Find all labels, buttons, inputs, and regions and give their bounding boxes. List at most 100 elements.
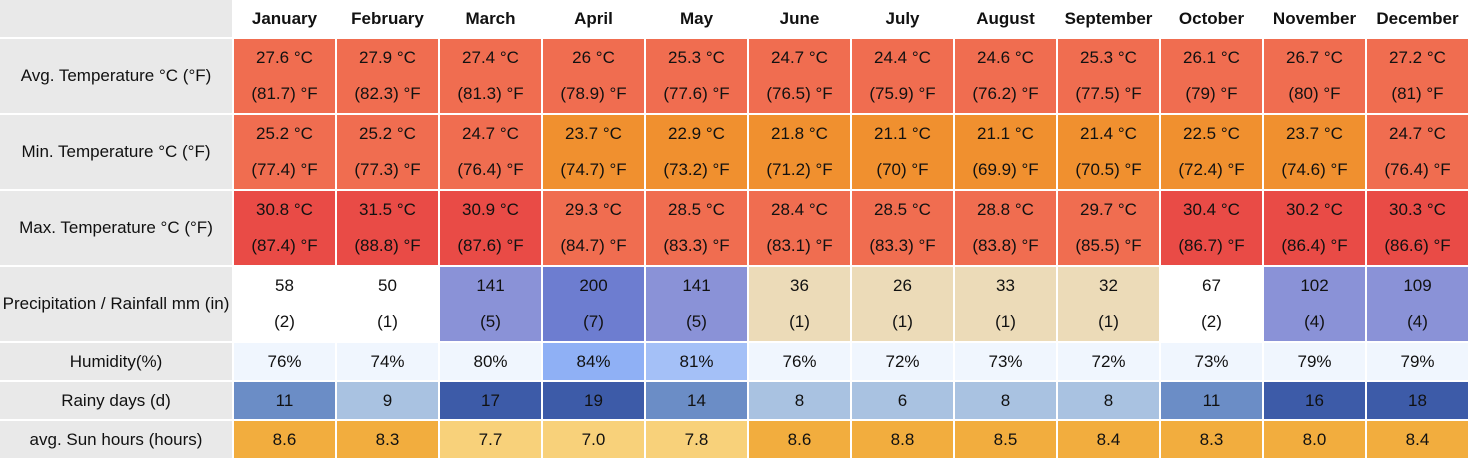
- sun-hours-cell: 8.3: [1161, 421, 1262, 458]
- rainy-days-row: Rainy days (d) 11 9 17 19 14 8 6 8 8 11 16 18: [0, 382, 1468, 419]
- primary-value: 30.9 °C: [462, 200, 519, 219]
- precip-cell: 33 (1): [955, 267, 1056, 341]
- month-header: June: [749, 0, 850, 37]
- max-temp-cell: 28.5 °C (83.3) °F: [852, 191, 953, 265]
- primary-value: 23.7 °C: [1286, 124, 1343, 143]
- primary-value: 21.1 °C: [977, 124, 1034, 143]
- sun-hours-cell: 8.5: [955, 421, 1056, 458]
- month-header: April: [543, 0, 644, 37]
- rainy-days-cell: 18: [1367, 382, 1468, 419]
- primary-value: 30.2 °C: [1286, 200, 1343, 219]
- min-temp-cell: 21.1 °C (70) °F: [852, 115, 953, 189]
- primary-value: 25.3 °C: [1080, 48, 1137, 67]
- secondary-value: (1): [995, 312, 1016, 331]
- primary-value: 50: [378, 276, 397, 295]
- rainy-days-cell: 6: [852, 382, 953, 419]
- month-header: October: [1161, 0, 1262, 37]
- secondary-value: (74.7) °F: [560, 160, 627, 179]
- sun-hours-cell: 8.0: [1264, 421, 1365, 458]
- secondary-value: (1): [1098, 312, 1119, 331]
- secondary-value: (76.4) °F: [457, 160, 524, 179]
- avg-temp-cell: 25.3 °C (77.5) °F: [1058, 39, 1159, 113]
- secondary-value: (70.5) °F: [1075, 160, 1142, 179]
- humidity-cell: 80%: [440, 343, 541, 380]
- primary-value: 29.7 °C: [1080, 200, 1137, 219]
- avg-temp-cell: 27.9 °C (82.3) °F: [337, 39, 438, 113]
- primary-value: 33: [996, 276, 1015, 295]
- secondary-value: (4): [1304, 312, 1325, 331]
- max-temp-cell: 29.7 °C (85.5) °F: [1058, 191, 1159, 265]
- primary-value: 25.2 °C: [359, 124, 416, 143]
- avg-temp-cell: 24.6 °C (76.2) °F: [955, 39, 1056, 113]
- primary-value: 141: [476, 276, 505, 295]
- secondary-value: (69.9) °F: [972, 160, 1039, 179]
- max-temp-cell: 30.9 °C (87.6) °F: [440, 191, 541, 265]
- secondary-value: (7): [583, 312, 604, 331]
- secondary-value: (74.6) °F: [1281, 160, 1348, 179]
- rainy-days-cell: 8: [955, 382, 1056, 419]
- max-temp-cell: 30.3 °C (86.6) °F: [1367, 191, 1468, 265]
- secondary-value: (77.6) °F: [663, 84, 730, 103]
- primary-value: 28.8 °C: [977, 200, 1034, 219]
- primary-value: 109: [1403, 276, 1432, 295]
- primary-value: 21.1 °C: [874, 124, 931, 143]
- primary-value: 22.9 °C: [668, 124, 725, 143]
- secondary-value: (71.2) °F: [766, 160, 833, 179]
- primary-value: 102: [1300, 276, 1329, 295]
- secondary-value: (84.7) °F: [560, 236, 627, 255]
- precip-row: Precipitation / Rainfall mm (in) 58 (2) 50 (…: [0, 267, 1468, 341]
- secondary-value: (87.6) °F: [457, 236, 524, 255]
- month-header: May: [646, 0, 747, 37]
- humidity-label: Humidity(%): [0, 343, 232, 380]
- secondary-value: (76.5) °F: [766, 84, 833, 103]
- precip-cell: 32 (1): [1058, 267, 1159, 341]
- secondary-value: (77.4) °F: [251, 160, 318, 179]
- month-header: February: [337, 0, 438, 37]
- primary-value: 24.6 °C: [977, 48, 1034, 67]
- secondary-value: (82.3) °F: [354, 84, 421, 103]
- secondary-value: (86.6) °F: [1384, 236, 1451, 255]
- humidity-cell: 73%: [1161, 343, 1262, 380]
- secondary-value: (72.4) °F: [1178, 160, 1245, 179]
- secondary-value: (1): [789, 312, 810, 331]
- secondary-value: (86.7) °F: [1178, 236, 1245, 255]
- sun-hours-cell: 8.4: [1367, 421, 1468, 458]
- climate-table-body: Avg. Temperature °C (°F) 27.6 °C (81.7) °F…: [0, 39, 1468, 458]
- primary-value: 28.4 °C: [771, 200, 828, 219]
- secondary-value: (73.2) °F: [663, 160, 730, 179]
- min-temp-cell: 23.7 °C (74.6) °F: [1264, 115, 1365, 189]
- min-temp-cell: 24.7 °C (76.4) °F: [440, 115, 541, 189]
- month-header: March: [440, 0, 541, 37]
- rainy-days-cell: 16: [1264, 382, 1365, 419]
- primary-value: 26.1 °C: [1183, 48, 1240, 67]
- secondary-value: (77.3) °F: [354, 160, 421, 179]
- primary-value: 30.8 °C: [256, 200, 313, 219]
- precip-cell: 58 (2): [234, 267, 335, 341]
- sun-hours-cell: 7.7: [440, 421, 541, 458]
- max-temp-cell: 30.4 °C (86.7) °F: [1161, 191, 1262, 265]
- avg-temp-cell: 26.7 °C (80) °F: [1264, 39, 1365, 113]
- secondary-value: (75.9) °F: [869, 84, 936, 103]
- secondary-value: (78.9) °F: [560, 84, 627, 103]
- max-temp-cell: 30.2 °C (86.4) °F: [1264, 191, 1365, 265]
- max-temp-cell: 29.3 °C (84.7) °F: [543, 191, 644, 265]
- humidity-cell: 79%: [1367, 343, 1468, 380]
- climate-table: January February March April May June Ju…: [0, 0, 1468, 458]
- rainy-days-cell: 8: [749, 382, 850, 419]
- primary-value: 25.2 °C: [256, 124, 313, 143]
- primary-value: 24.7 °C: [462, 124, 519, 143]
- min-temp-cell: 25.2 °C (77.4) °F: [234, 115, 335, 189]
- month-header: July: [852, 0, 953, 37]
- humidity-cell: 73%: [955, 343, 1056, 380]
- secondary-value: (81.3) °F: [457, 84, 524, 103]
- rainy-days-cell: 8: [1058, 382, 1159, 419]
- rainy-days-cell: 14: [646, 382, 747, 419]
- rainy-days-cell: 19: [543, 382, 644, 419]
- secondary-value: (88.8) °F: [354, 236, 421, 255]
- primary-value: 24.7 °C: [771, 48, 828, 67]
- secondary-value: (77.5) °F: [1075, 84, 1142, 103]
- primary-value: 27.4 °C: [462, 48, 519, 67]
- min-temp-cell: 24.7 °C (76.4) °F: [1367, 115, 1468, 189]
- sun-hours-cell: 8.6: [234, 421, 335, 458]
- primary-value: 23.7 °C: [565, 124, 622, 143]
